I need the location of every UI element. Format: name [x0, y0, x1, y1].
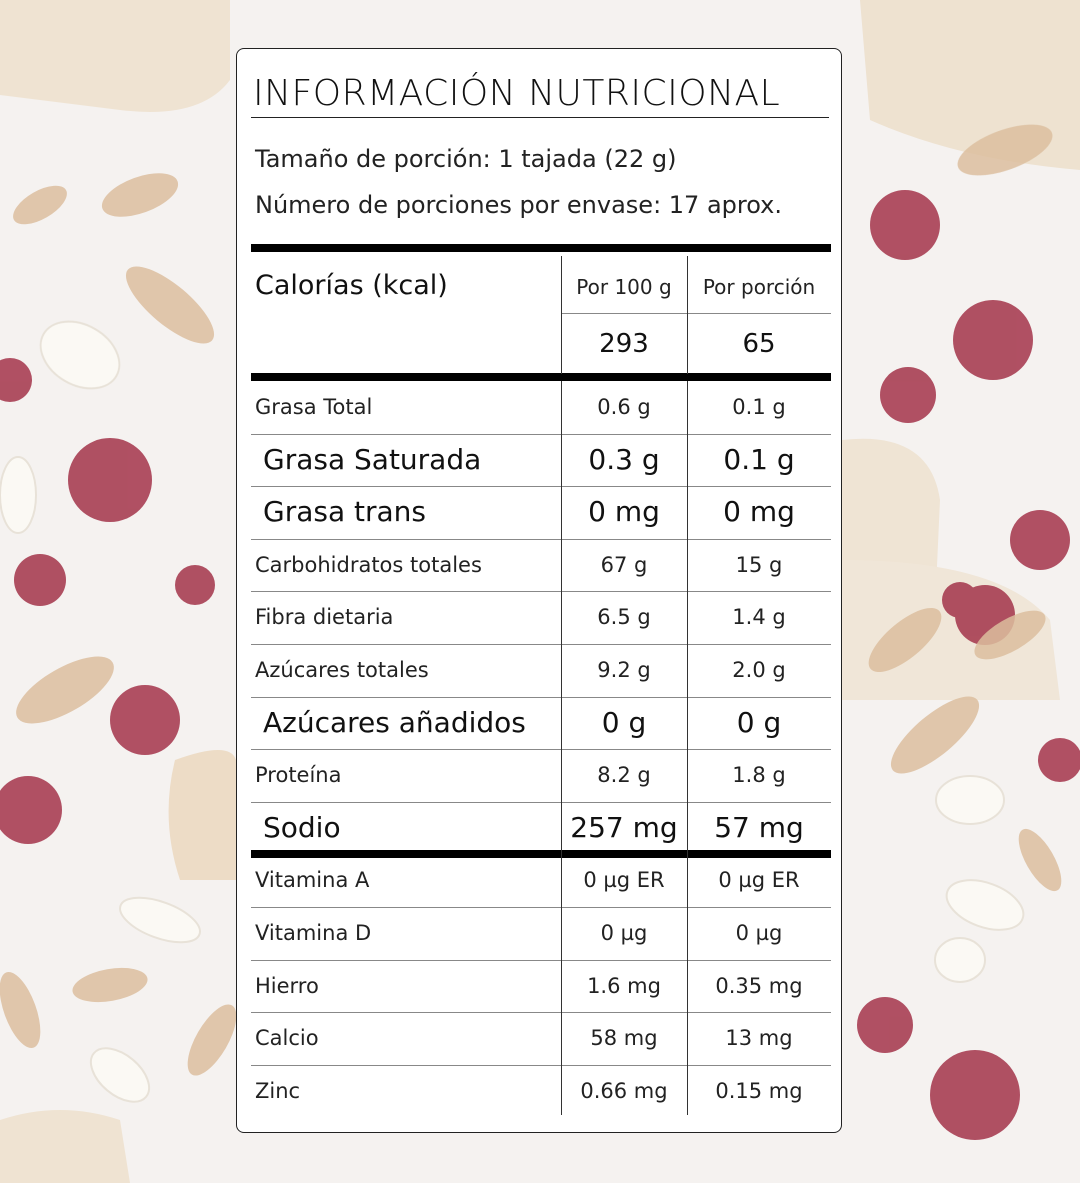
- column-divider: [561, 381, 562, 1115]
- calories-label: Calorías (kcal): [255, 270, 448, 301]
- nutrient-per-portion: 0 µg: [735, 921, 783, 945]
- nutrient-per-100g: 257 mg: [570, 810, 678, 844]
- nutrient-per-portion: 0 mg: [723, 495, 795, 529]
- thick-divider: [251, 850, 831, 859]
- column-divider: [561, 256, 562, 374]
- nutrient-name: Sodio: [263, 810, 341, 844]
- nutrient-name: Grasa trans: [263, 495, 426, 529]
- nutrient-per-portion: 0.15 mg: [715, 1078, 803, 1103]
- nutrient-per-portion: 2.0 g: [732, 658, 786, 682]
- panel-title: INFORMACIÓN NUTRICIONAL: [253, 73, 781, 114]
- nutrient-per-portion: 0.1 g: [732, 395, 786, 419]
- nutrient-per-portion: 1.4 g: [732, 605, 786, 630]
- nutrient-per-100g: 0.66 mg: [580, 1078, 668, 1103]
- nutrient-per-100g: 9.2 g: [597, 658, 651, 682]
- column-header-per-100g: Por 100 g: [576, 275, 672, 299]
- nutrient-per-100g: 0 µg ER: [583, 868, 665, 893]
- nutrient-name: Carbohidratos totales: [255, 552, 482, 577]
- nutrient-per-portion: 1.8 g: [732, 763, 786, 788]
- calories-per-portion: 65: [742, 329, 776, 359]
- nutrient-name: Azúcares totales: [255, 658, 429, 682]
- nutrient-per-100g: 1.6 mg: [587, 973, 661, 998]
- row-divider: [251, 959, 831, 961]
- column-divider: [687, 381, 688, 1115]
- nutrition-facts-panel: INFORMACIÓN NUTRICIONAL Tamaño de porció…: [236, 48, 842, 1133]
- calories-per-100g: 293: [599, 329, 649, 359]
- nutrient-name: Calcio: [255, 1026, 319, 1051]
- nutrient-per-portion: 0.1 g: [723, 442, 795, 476]
- row-divider: [251, 644, 831, 645]
- row-divider: [251, 696, 831, 698]
- nutrient-name: Proteína: [255, 763, 342, 788]
- row-divider: [251, 1064, 831, 1066]
- row-divider: [251, 801, 831, 803]
- row-divider: [251, 433, 831, 435]
- nutrient-name: Grasa Saturada: [263, 442, 482, 476]
- nutrient-name: Vitamina A: [255, 868, 370, 893]
- servings-per-container-text: Número de porciones por envase: 17 aprox…: [255, 191, 783, 219]
- nutrient-name: Vitamina D: [255, 921, 372, 945]
- thick-divider: [251, 244, 831, 252]
- nutrient-per-100g: 0 g: [601, 705, 647, 739]
- nutrient-per-portion: 57 mg: [714, 810, 804, 844]
- almond-image: [0, 124, 1062, 1076]
- nutrient-name: Hierro: [255, 973, 319, 998]
- row-divider: [251, 591, 831, 593]
- nutrient-per-portion: 13 mg: [725, 1026, 793, 1051]
- nutrient-name: Fibra dietaria: [255, 605, 394, 630]
- thick-divider: [251, 373, 831, 381]
- nutrient-per-portion: 15 g: [735, 552, 783, 577]
- nutrient-per-100g: 67 g: [600, 552, 648, 577]
- column-divider: [687, 256, 688, 374]
- cranberry-image: [0, 190, 1080, 1140]
- row-divider: [251, 486, 831, 488]
- seed-image: [0, 320, 1025, 1103]
- nutrient-per-100g: 8.2 g: [597, 763, 651, 788]
- nutrient-per-100g: 0 mg: [588, 495, 660, 529]
- nutrient-name: Grasa Total: [255, 395, 373, 419]
- nutrient-per-portion: 0.35 mg: [715, 973, 803, 998]
- row-divider: [251, 1012, 831, 1014]
- nutrient-per-portion: 0 µg ER: [718, 868, 800, 893]
- nutrient-name: Azúcares añadidos: [263, 705, 526, 739]
- header-divider: [561, 313, 831, 314]
- nutrient-per-100g: 0 µg: [600, 921, 648, 945]
- column-header-per-portion: Por porción: [702, 275, 816, 299]
- title-divider: [251, 117, 829, 118]
- row-divider: [251, 538, 831, 540]
- nutrient-per-100g: 58 mg: [590, 1026, 658, 1051]
- row-divider: [251, 907, 831, 908]
- nutrient-per-100g: 6.5 g: [597, 605, 651, 630]
- nutrient-name: Zinc: [255, 1078, 301, 1103]
- serving-size-text: Tamaño de porción: 1 tajada (22 g): [255, 145, 677, 173]
- nutrient-per-100g: 0.3 g: [588, 442, 660, 476]
- row-divider: [251, 749, 831, 751]
- nutrient-per-portion: 0 g: [736, 705, 782, 739]
- nutrient-per-100g: 0.6 g: [597, 395, 651, 419]
